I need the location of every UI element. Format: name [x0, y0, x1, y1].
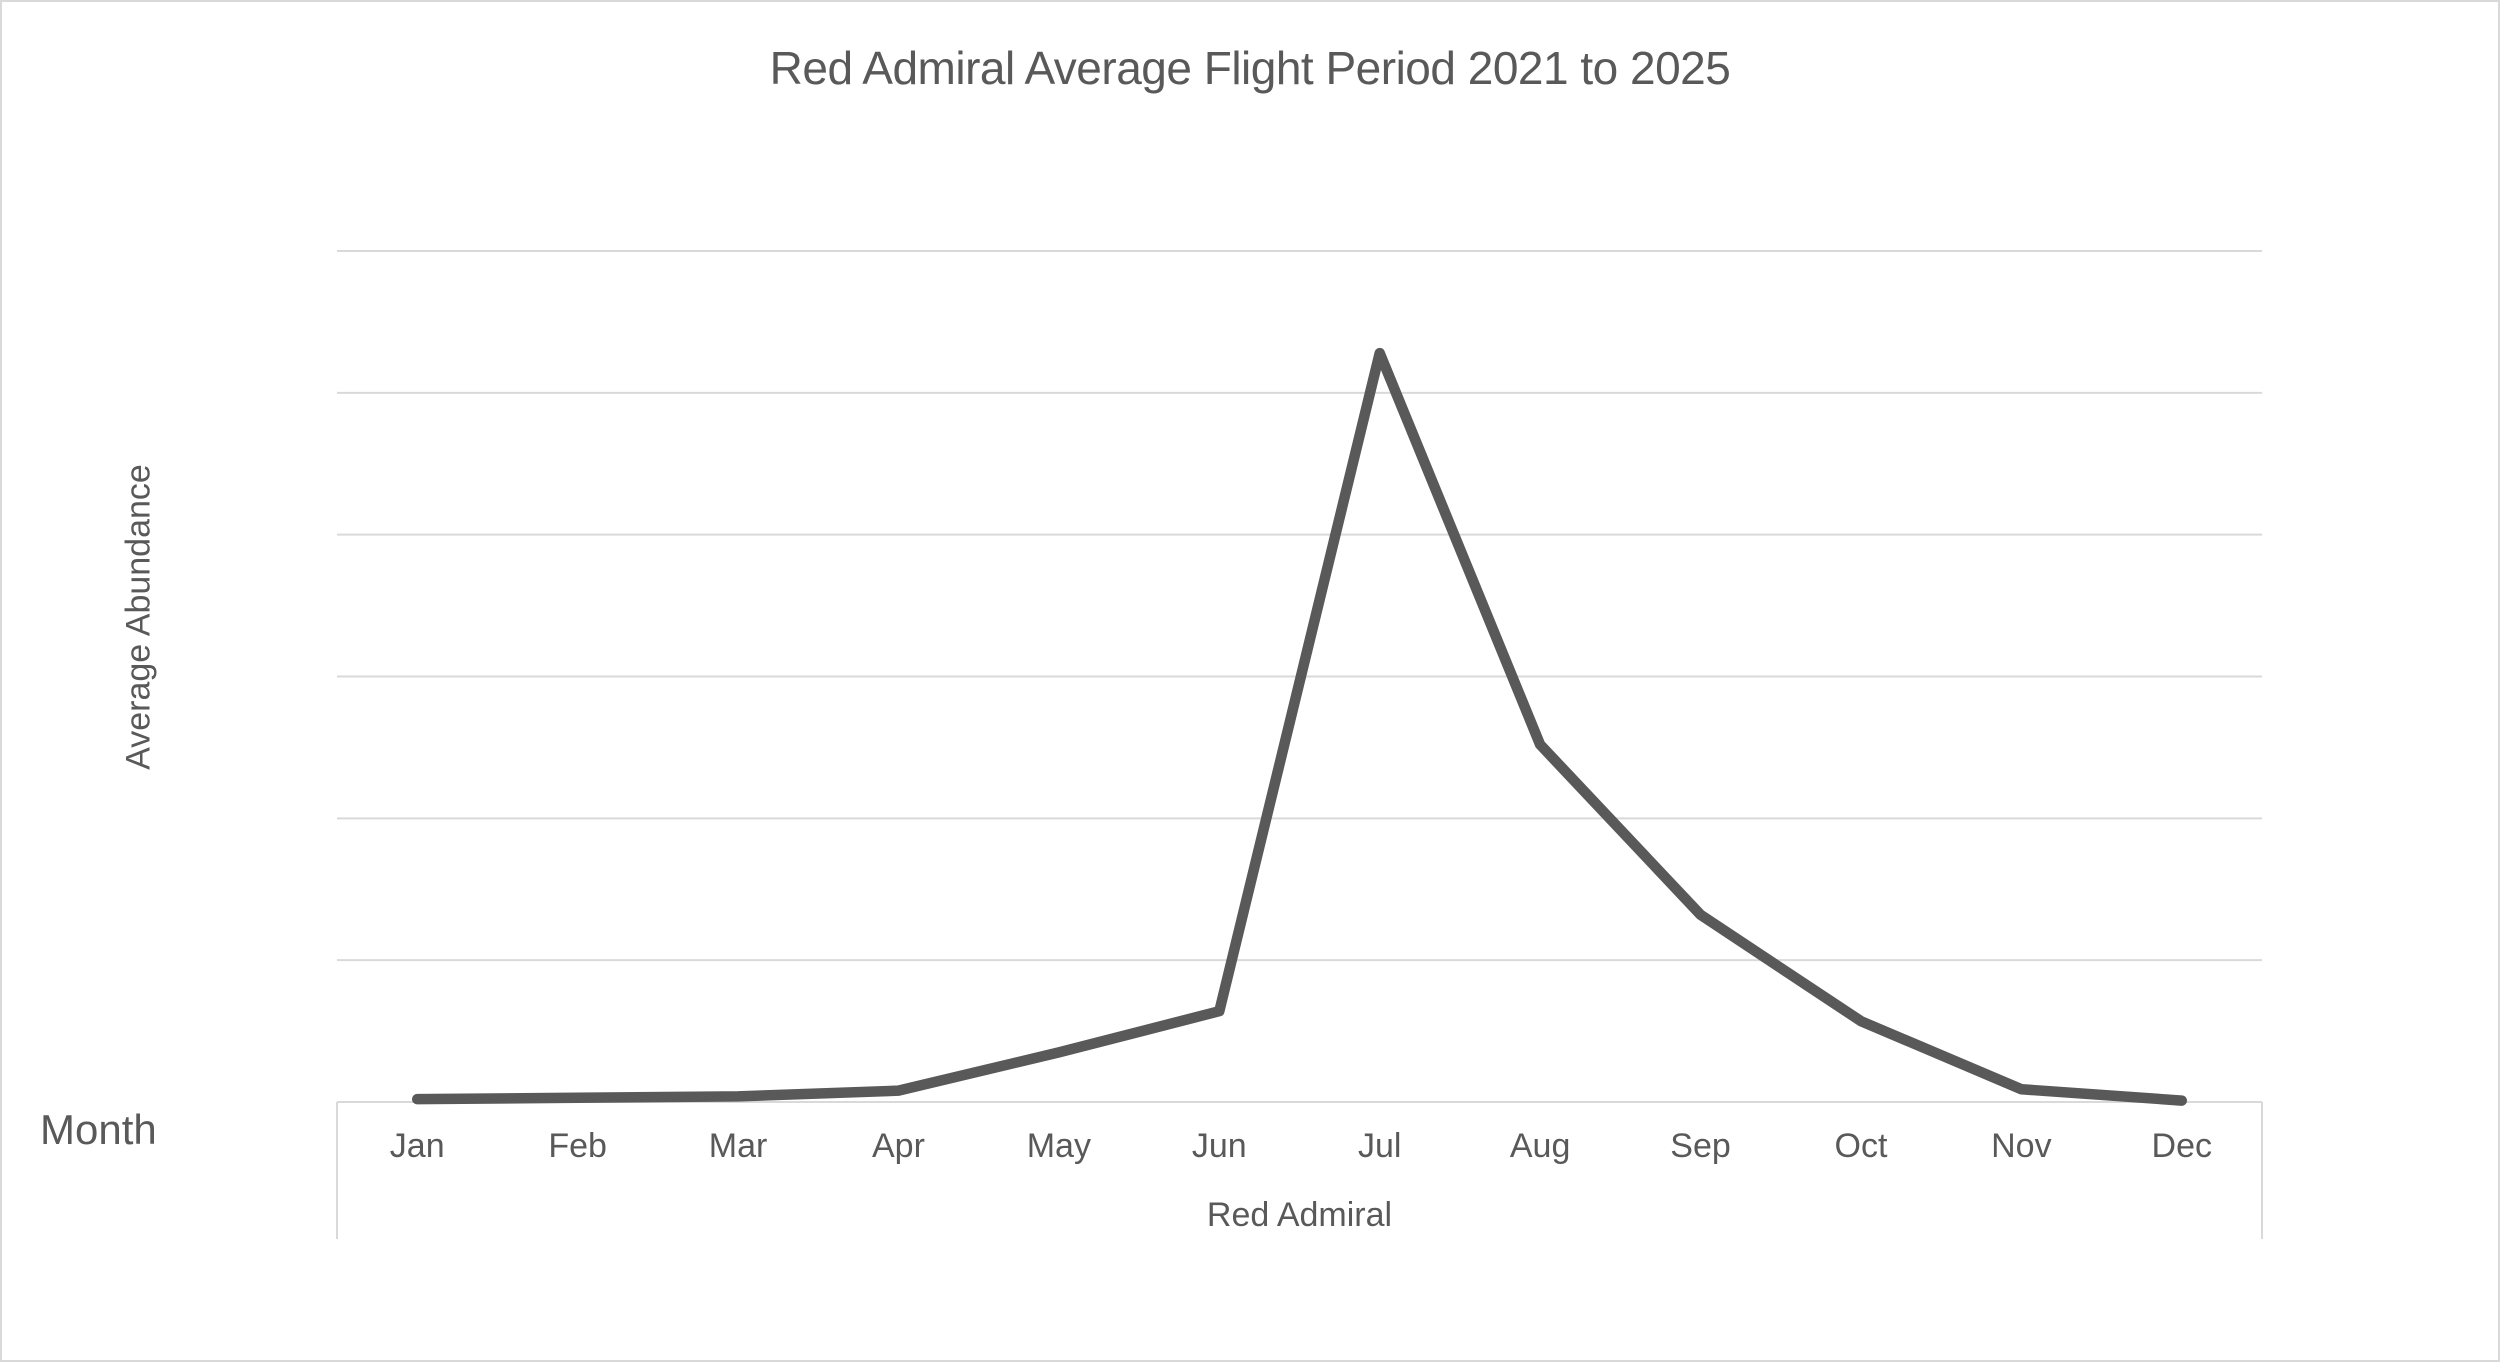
series-group-label: Red Admiral	[1206, 1196, 1393, 1234]
data-line-red-admiral	[411, 347, 2188, 1106]
x-axis-title: Month	[40, 1106, 157, 1153]
chart-title: Red Admiral Average Flight Period 2021 t…	[769, 42, 1731, 94]
